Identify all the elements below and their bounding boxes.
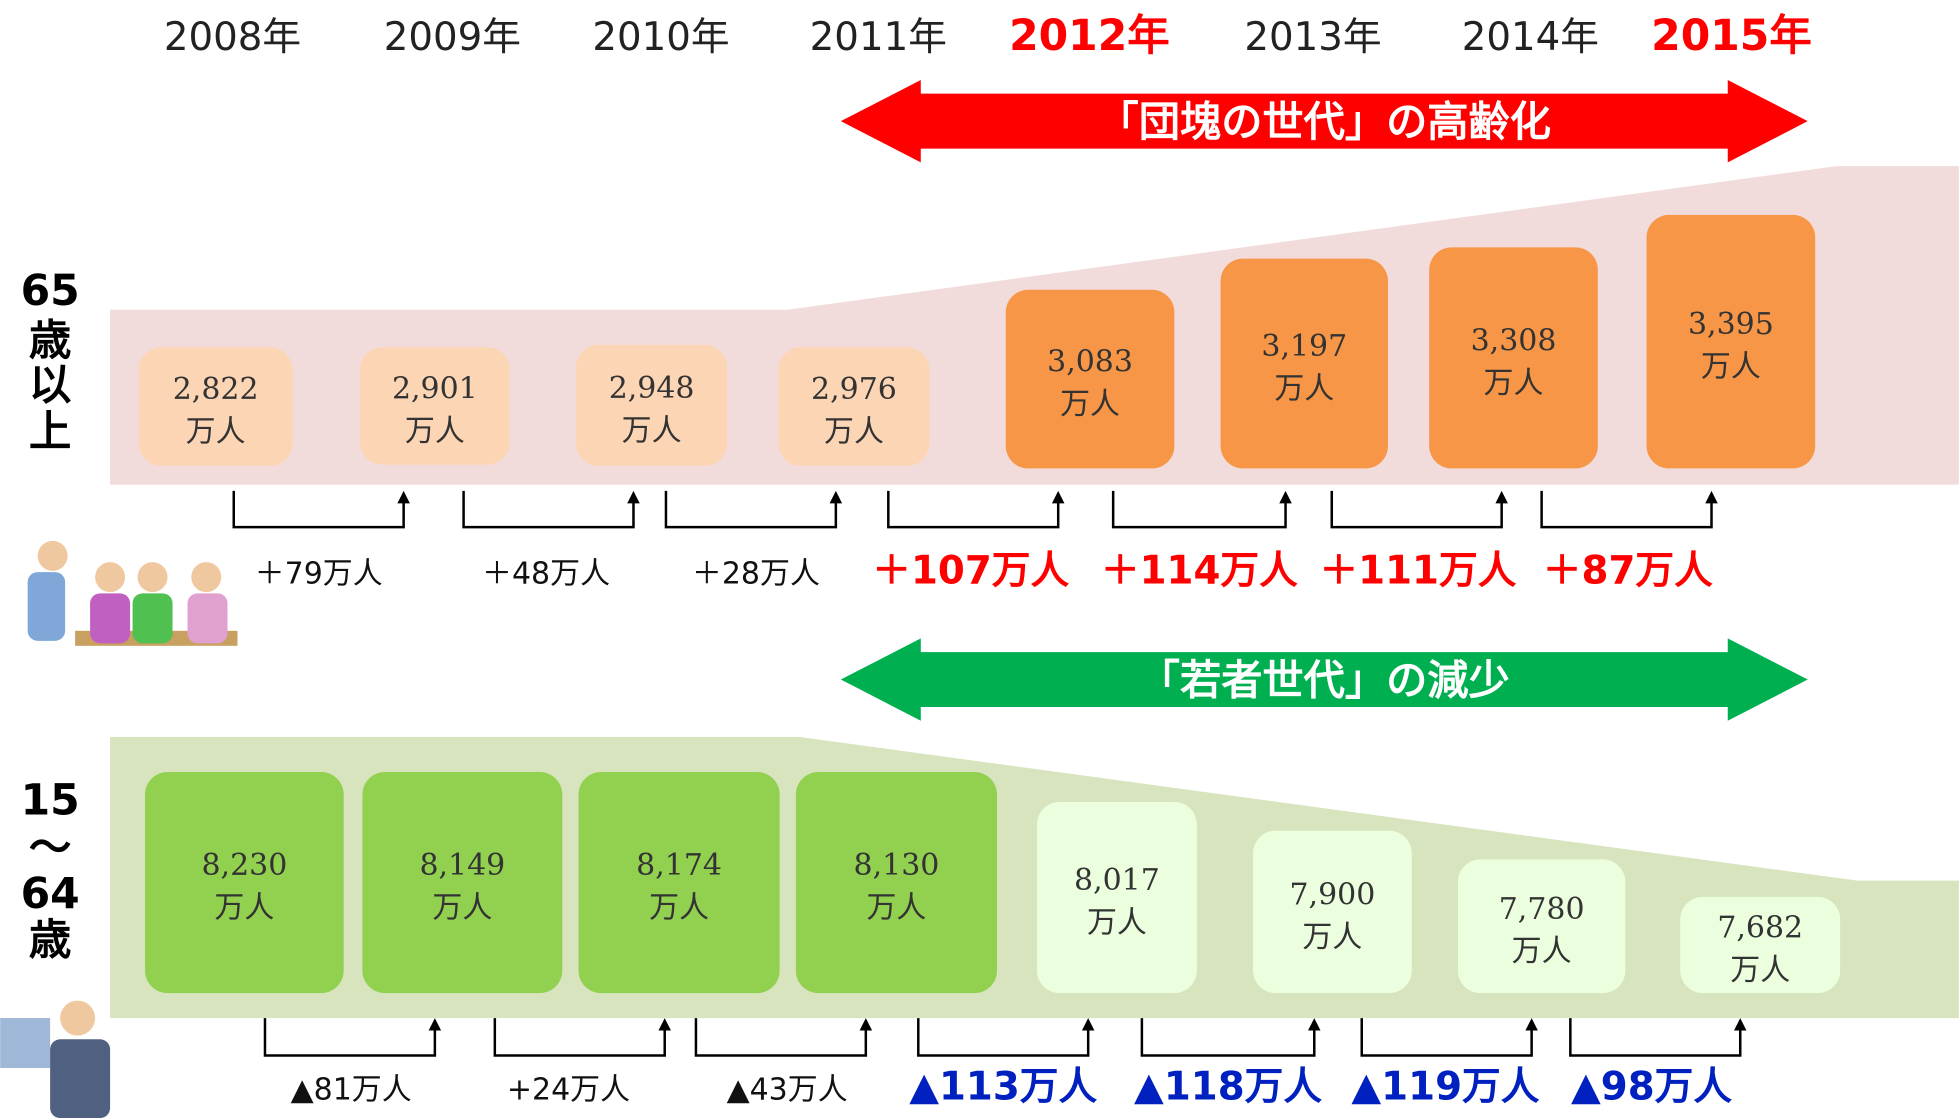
row-label: 65 bbox=[21, 267, 80, 316]
population-unit: 万人 bbox=[186, 415, 246, 450]
population-value: 8,174 bbox=[636, 848, 722, 883]
year-label: 2008年 bbox=[164, 15, 301, 60]
population-value: 8,149 bbox=[419, 848, 505, 883]
bracket-arrow bbox=[696, 1018, 866, 1055]
bracket-arrowhead bbox=[830, 491, 842, 503]
bracket-arrow bbox=[1362, 1018, 1532, 1055]
banner-text: 「団塊の世代」の高齢化 bbox=[1098, 98, 1551, 146]
bracket-arrowhead bbox=[860, 1018, 872, 1030]
bracket-arrow bbox=[918, 1018, 1088, 1055]
population-unit: 万人 bbox=[622, 413, 682, 448]
infographic: 2008年 2009年 2010年 2011年 2012年 2013年 2014年 2015年… bbox=[0, 0, 1959, 1118]
population-unit: 万人 bbox=[824, 415, 884, 450]
bracket-arrow bbox=[1142, 1018, 1314, 1055]
population-unit: 万人 bbox=[1274, 371, 1334, 406]
bracket-arrowhead bbox=[1705, 491, 1717, 503]
population-unit: 万人 bbox=[405, 414, 465, 449]
population-unit: 万人 bbox=[1060, 387, 1120, 422]
change-label: ▲113万人 bbox=[909, 1064, 1097, 1109]
population-value: 8,230 bbox=[201, 848, 287, 883]
population-unit: 万人 bbox=[1512, 934, 1572, 969]
change-label: +24万人 bbox=[507, 1072, 630, 1107]
row-label: 〜 bbox=[29, 824, 71, 873]
bracket-arrow bbox=[888, 491, 1058, 527]
bracket-arrowhead bbox=[1734, 1018, 1746, 1030]
row-label: 歳 bbox=[29, 916, 71, 965]
bracket-arrowhead bbox=[397, 491, 409, 503]
bracket-arrow bbox=[265, 1018, 435, 1055]
row-label: 15 bbox=[21, 776, 80, 825]
change-label: ＋48万人 bbox=[482, 556, 610, 591]
population-unit: 万人 bbox=[1701, 350, 1761, 385]
population-unit: 万人 bbox=[1087, 905, 1147, 940]
population-unit: 万人 bbox=[649, 891, 709, 926]
year-label: 2011年 bbox=[810, 15, 947, 60]
elderly-clipart bbox=[28, 541, 238, 646]
page: 2008年 2009年 2010年 2011年 2012年 2013年 2014年 2015年… bbox=[0, 0, 1959, 1118]
change-label: ▲119万人 bbox=[1351, 1064, 1539, 1109]
bracket-arrowhead bbox=[429, 1018, 441, 1030]
population-unit: 万人 bbox=[866, 891, 926, 926]
row-label: 以 bbox=[29, 362, 71, 411]
bracket-arrow bbox=[234, 491, 404, 527]
year-label: 2012年 bbox=[1009, 12, 1170, 61]
bracket-arrowhead bbox=[627, 491, 639, 503]
population-unit: 万人 bbox=[432, 891, 492, 926]
change-label: ▲81万人 bbox=[291, 1072, 412, 1107]
population-value: 2,976 bbox=[811, 372, 897, 407]
population-value: 2,948 bbox=[609, 371, 695, 406]
year-label: 2013年 bbox=[1244, 15, 1381, 60]
year-label: 2014年 bbox=[1462, 15, 1599, 60]
population-value: 7,900 bbox=[1289, 877, 1375, 912]
population-value: 3,083 bbox=[1047, 345, 1133, 380]
change-label: ＋87万人 bbox=[1543, 548, 1713, 593]
population-value: 7,682 bbox=[1717, 910, 1803, 945]
population-unit: 万人 bbox=[1730, 953, 1790, 988]
bracket-arrow bbox=[666, 491, 836, 527]
population-unit: 万人 bbox=[1302, 920, 1362, 955]
change-label: ＋79万人 bbox=[255, 556, 383, 591]
bracket-arrowhead bbox=[1082, 1018, 1094, 1030]
year-label: 2010年 bbox=[592, 15, 729, 60]
row-label: 64 bbox=[21, 870, 80, 919]
banner-text: 「若者世代」の減少 bbox=[1139, 657, 1510, 705]
bracket-arrowhead bbox=[1052, 491, 1064, 503]
population-unit: 万人 bbox=[214, 891, 274, 926]
population-value: 3,197 bbox=[1261, 329, 1347, 364]
population-value: 2,901 bbox=[392, 371, 478, 406]
change-label: ＋114万人 bbox=[1101, 548, 1298, 593]
bracket-arrowhead bbox=[1495, 491, 1507, 503]
bracket-arrowhead bbox=[658, 1018, 670, 1030]
population-value: 8,130 bbox=[854, 848, 940, 883]
change-label: ＋28万人 bbox=[692, 556, 820, 591]
population-value: 3,308 bbox=[1471, 323, 1557, 358]
population-value: 8,017 bbox=[1074, 863, 1160, 898]
bracket-arrow bbox=[1332, 491, 1502, 527]
change-label: ▲118万人 bbox=[1134, 1064, 1322, 1109]
worker-clipart bbox=[0, 1001, 110, 1118]
change-label: ▲98万人 bbox=[1571, 1064, 1732, 1109]
change-label: ▲43万人 bbox=[727, 1072, 848, 1107]
bracket-arrowhead bbox=[1525, 1018, 1537, 1030]
bracket-arrow bbox=[1570, 1018, 1740, 1055]
row-label: 上 bbox=[29, 408, 71, 457]
population-unit: 万人 bbox=[1484, 366, 1544, 401]
population-value: 7,780 bbox=[1499, 892, 1585, 927]
bracket-arrowhead bbox=[1308, 1018, 1320, 1030]
bracket-arrow bbox=[464, 491, 634, 527]
year-label: 2009年 bbox=[384, 15, 521, 60]
bracket-arrow bbox=[495, 1018, 665, 1055]
row-label: 歳 bbox=[29, 317, 71, 366]
year-label: 2015年 bbox=[1651, 12, 1812, 61]
bracket-arrowhead bbox=[1279, 491, 1291, 503]
bracket-arrow bbox=[1113, 491, 1285, 527]
population-value: 3,395 bbox=[1688, 307, 1774, 342]
change-label: ＋111万人 bbox=[1319, 548, 1516, 593]
population-value: 2,822 bbox=[173, 372, 259, 407]
change-label: ＋107万人 bbox=[872, 548, 1069, 593]
bracket-arrow bbox=[1542, 491, 1712, 527]
